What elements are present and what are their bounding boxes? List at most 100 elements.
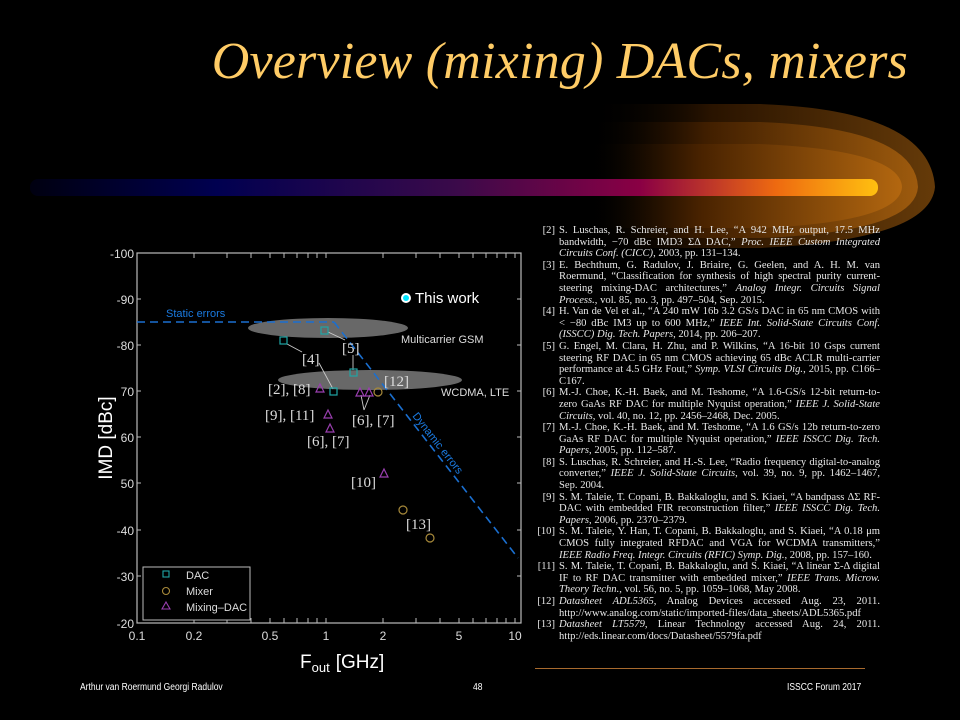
dynamic-errors-label: Dynamic errors — [410, 410, 466, 477]
reference-details: , vol. 85, no. 3, pp. 497–504, Sep. 2015… — [594, 294, 765, 306]
reference-details: , 2005, pp. 112–587. — [589, 445, 677, 457]
reference-number: [11] — [537, 561, 555, 573]
mixing-dac-markers — [315, 382, 389, 478]
dac-markers — [279, 326, 358, 396]
reference-details: , vol. 40, no. 12, pp. 2456–2468, Dec. 2… — [592, 410, 780, 422]
reference-item: [9] S. M. Taleie, T. Copani, B. Bakkalogl… — [535, 492, 880, 527]
reference-text: S. Luschas, R. Schreier, and H. Lee, “A … — [559, 225, 880, 248]
footer-page-number: 48 — [473, 682, 483, 693]
wcdma-label: WCDMA, LTE — [441, 387, 509, 399]
svg-text:[10]: [10] — [351, 475, 376, 491]
reference-venue: IEEE ISSCC Dig. Tech. Papers — [559, 433, 880, 457]
legend-mixing-dac-icon — [161, 600, 171, 610]
reference-venue: Datasheet LT5579 — [559, 619, 645, 631]
svg-text:Mixer: Mixer — [186, 586, 213, 598]
footer-authors: Arthur van Roermund Georgi Radulov — [80, 682, 223, 693]
reference-item: [12] Datasheet ADL5365, Analog Devices ac… — [535, 596, 880, 619]
gsm-label: Multicarrier GSM — [401, 334, 484, 346]
reference-item: [2] S. Luschas, R. Schreier, and H. Lee, … — [535, 225, 880, 260]
svg-text:[5]: [5] — [342, 341, 360, 357]
ref-annotations: [5] [4] [12] [2], [8] [9], [11] [6], [7]… — [265, 341, 431, 533]
reference-venue: IEEE ISSCC Dig. Tech. Papers — [559, 503, 880, 526]
reference-number: [2] — [542, 225, 555, 236]
svg-text:0.5: 0.5 — [262, 629, 279, 643]
slide-title: Overview (mixing) DACs, mixers — [211, 33, 908, 90]
reference-venue: IEEE Trans. Microw. Theory Techn. — [559, 572, 880, 596]
reference-venue: Datasheet ADL5365 — [559, 596, 654, 607]
reference-number: [7] — [542, 422, 555, 434]
reference-venue: IEEE Radio Freq. Integr. Circuits (RFIC)… — [559, 549, 785, 561]
reference-details: , 2003, pp. 131–134. — [653, 248, 741, 260]
comet-decoration — [30, 104, 935, 248]
x-axis-label: Fout [GHz] — [300, 652, 384, 675]
svg-text:[2], [8]: [2], [8] — [268, 382, 310, 398]
svg-text:[13]: [13] — [406, 517, 431, 533]
svg-text:[6], [7]: [6], [7] — [307, 434, 349, 450]
reference-number: [12] — [537, 596, 555, 607]
legend-dac-icon — [162, 570, 170, 578]
legend-mixer-icon — [161, 586, 171, 596]
dynamic-errors-line — [333, 321, 519, 559]
svg-text:Mixing–DAC: Mixing–DAC — [186, 602, 247, 614]
reference-number: [10] — [537, 526, 555, 538]
reference-details: , Linear Technology accessed Aug. 24, 20… — [559, 619, 880, 642]
reference-details: , 2006, pp. 2370–2379. — [589, 514, 688, 526]
reference-details: , vol. 39, no. 9, pp. 1462–1467, Sep. 20… — [559, 468, 880, 492]
reference-number: [4] — [542, 306, 555, 318]
plot-frame — [136, 252, 522, 624]
reference-text: E. Bechthum, G. Radulov, J. Briaire, G. … — [559, 259, 880, 294]
reference-text: S. M. Taleie, T. Copani, B. Bakkaloglu, … — [559, 561, 880, 584]
reference-item: [11] S. M. Taleie, T. Copani, B. Bakkalog… — [535, 561, 880, 596]
reference-venue: Analog Integr. Circuits Signal Process. — [559, 282, 880, 306]
svg-text:5: 5 — [456, 629, 463, 643]
reference-details: , 2008, pp. 157–160. — [784, 549, 872, 561]
reference-venue: Symp. VLSI Circuits Dig. — [695, 364, 804, 376]
reference-number: [6] — [542, 387, 555, 399]
reference-venue: IEEE J. Solid-State Circuits — [559, 398, 880, 422]
y-tick-labels: -100 -90 -80 70 60 50 -40 -30 -20 — [110, 247, 134, 631]
svg-text:-100: -100 — [110, 247, 134, 261]
reference-number: [9] — [542, 491, 555, 503]
svg-text:2: 2 — [380, 629, 387, 643]
svg-text:[4]: [4] — [302, 352, 320, 368]
reference-number: [13] — [537, 619, 555, 631]
reference-item: [7] M.-J. Choe, K.-H. Baek, and M. Teshom… — [535, 422, 880, 457]
reference-venue: IEEE Int. Solid-State Circuits Conf. (IS… — [559, 317, 880, 341]
legend: DAC Mixer Mixing–DAC — [142, 566, 251, 621]
y-ticks — [137, 298, 521, 577]
static-errors-label: Static errors — [166, 308, 226, 320]
svg-text:1: 1 — [323, 629, 330, 643]
reference-item: [3] E. Bechthum, G. Radulov, J. Briaire, … — [535, 260, 880, 306]
svg-text:-40: -40 — [117, 524, 135, 538]
svg-text:10: 10 — [508, 629, 522, 643]
reference-venue: IEEE J. Solid-State Circuits — [610, 468, 736, 480]
svg-text:70: 70 — [121, 385, 135, 399]
svg-text:60: 60 — [121, 431, 135, 445]
this-work-marker — [401, 293, 411, 303]
reference-details: , 2014, pp. 206–207. — [673, 329, 761, 341]
reference-number: [5] — [542, 340, 555, 352]
svg-text:[9], [11]: [9], [11] — [265, 408, 314, 424]
reference-text: H. Van de Vel et al., “A 240 mW 16b 3.2 … — [559, 306, 880, 329]
reference-venue: Proc. IEEE Custom Integrated Circuits Co… — [559, 236, 880, 260]
reference-list: [2] S. Luschas, R. Schreier, and H. Lee, … — [535, 225, 880, 642]
reference-number: [8] — [542, 456, 555, 468]
reference-item: [8] S. Luschas, R. Schreier, and H.-S. Le… — [535, 457, 880, 492]
reference-item: [5] G. Engel, M. Clara, H. Zhu, and P. Wi… — [535, 341, 880, 387]
x-ticks — [193, 253, 516, 623]
imd-vs-fout-chart: -100 -90 -80 70 60 50 -40 -30 -20 0.1 0.… — [96, 247, 522, 675]
svg-text:-80: -80 — [117, 339, 135, 353]
leader-lines — [286, 331, 371, 411]
reference-number: [3] — [542, 259, 555, 271]
reference-item: [6] M.-J. Choe, K.-H. Baek, and M. Teshom… — [535, 387, 880, 422]
reference-text: M.-J. Choe, K.-H. Baek, and M. Teshome, … — [559, 422, 880, 445]
region-wcdma-lte — [278, 370, 462, 390]
mixer-markers — [373, 387, 435, 543]
reference-text: M.-J. Choe, K.-H. Baek, and M. Teshome, … — [559, 387, 880, 410]
svg-text:[12]: [12] — [384, 374, 409, 390]
svg-text:-20: -20 — [117, 617, 135, 631]
svg-text:0.1: 0.1 — [129, 629, 146, 643]
this-work-label: This work — [415, 290, 480, 307]
reference-text: S. M. Taleie, Y. Han, T. Copani, B. Bakk… — [559, 526, 880, 550]
x-tick-labels: 0.1 0.2 0.5 1 2 5 10 — [129, 629, 522, 643]
